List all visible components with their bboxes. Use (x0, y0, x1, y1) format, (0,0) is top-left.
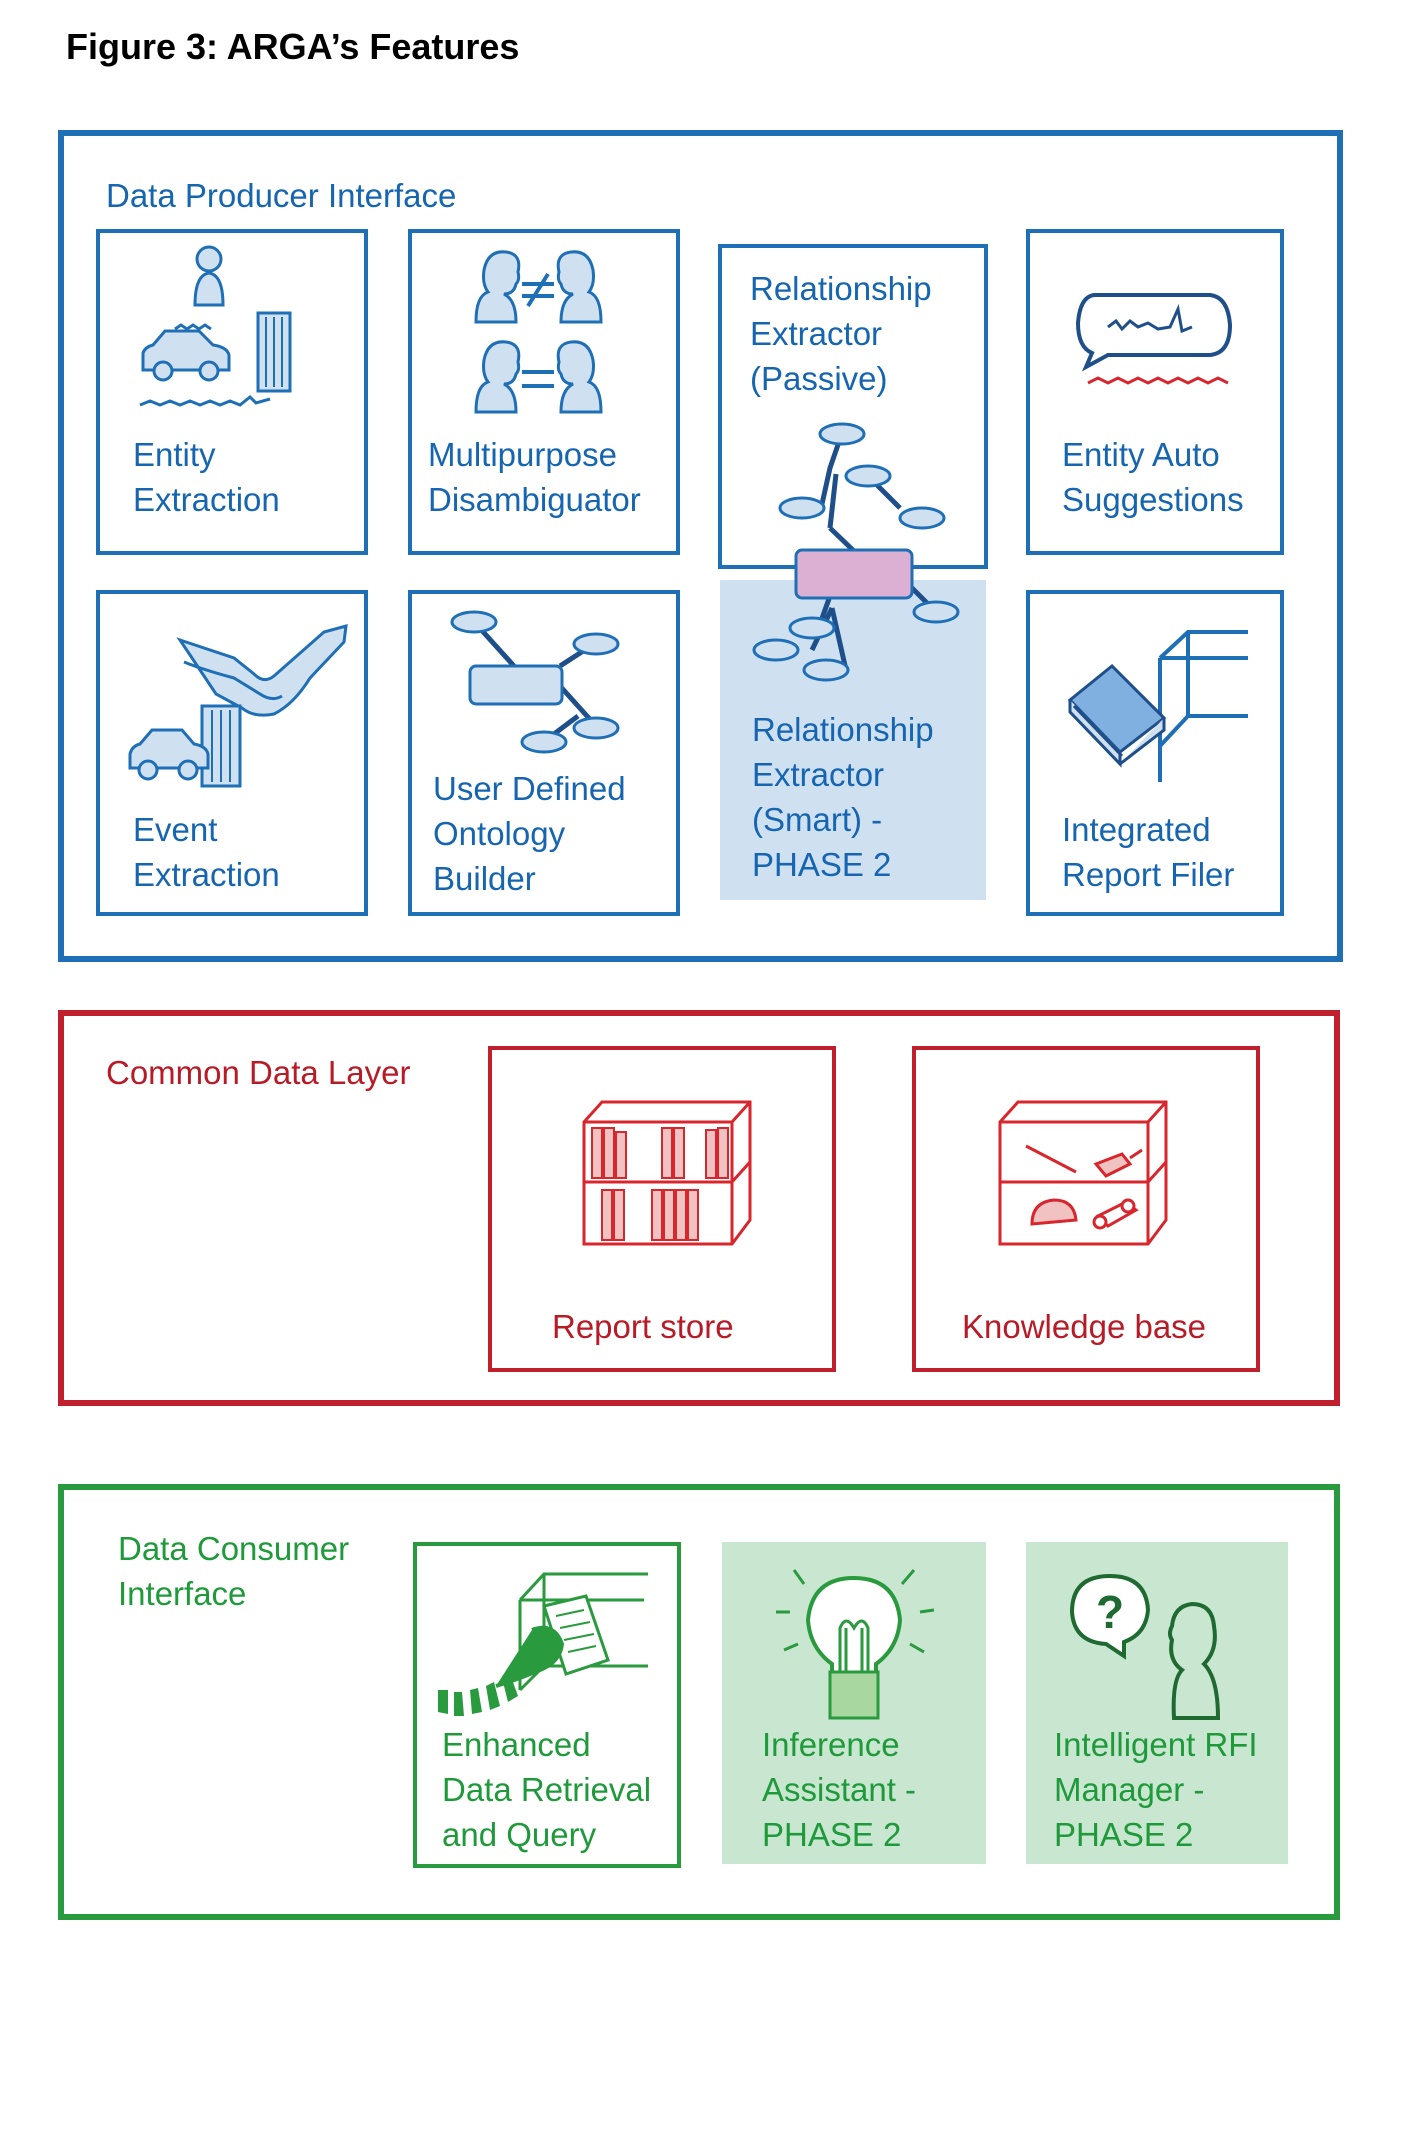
knowledge-base-label: Knowledge base (962, 1308, 1207, 1345)
disambiguator-box (408, 229, 680, 555)
common-panel-label: Common Data Layer (106, 1054, 411, 1091)
relationship-extractor-smart-label: Relationship Extractor (Smart) - PHASE 2 (752, 711, 934, 883)
producer-panel-label: Data Producer Interface (106, 177, 457, 214)
disambiguator-label: Multipurpose Disambiguator (428, 436, 641, 518)
consumer-panel (58, 1484, 1340, 1920)
bookshelf-icon (582, 1100, 752, 1246)
ontology-builder-label: User Defined Ontology Builder (433, 770, 626, 897)
entity-auto-suggestions-label: Entity Auto Suggestions (1062, 436, 1244, 518)
integrated-report-filer-box (1026, 590, 1284, 916)
intelligent-rfi-manager-box (1026, 1542, 1288, 1864)
common-panel (58, 1010, 1340, 1406)
producer-panel (58, 130, 1343, 962)
figure-title: Figure 3: ARGA’s Features (66, 26, 520, 67)
report-store-label: Report store (552, 1308, 734, 1345)
entity-auto-suggestions-box (1026, 229, 1284, 555)
relationship-extractor-smart-box (720, 580, 986, 900)
lightbulb-icon (776, 1569, 935, 1720)
handshake-car-building-icon (128, 623, 348, 788)
integrated-report-filer-label: Integrated Report Filer (1062, 811, 1235, 893)
retrieval-hand-icon (438, 1572, 648, 1716)
intelligent-rfi-manager-label: Intelligent RFI Manager - PHASE 2 (1054, 1726, 1258, 1853)
question-person-icon: ? (1069, 1573, 1221, 1720)
entity-extraction-box (96, 229, 368, 555)
event-extraction-label: Event Extraction (133, 811, 280, 893)
ontology-graph-icon (450, 610, 620, 754)
enhanced-data-retrieval-label: Enhanced Data Retrieval and Query (442, 1726, 652, 1853)
relationship-extractor-passive-label: Relationship Extractor (Passive) (750, 270, 932, 397)
disambiguation-faces-icon (474, 250, 603, 414)
book-shelf-icon (1067, 630, 1248, 782)
shelf-objects-icon (998, 1100, 1168, 1246)
entity-extraction-label: Entity Extraction (133, 436, 280, 518)
graph-network-icon (752, 422, 960, 682)
knowledge-base-box (912, 1046, 1260, 1372)
svg-text:?: ? (1096, 1586, 1124, 1638)
inference-assistant-label: Inference Assistant - PHASE 2 (762, 1726, 917, 1853)
speech-bubble-icon (1075, 293, 1233, 385)
person-car-building-icon (139, 245, 292, 407)
consumer-panel-label: Data Consumer Interface (118, 1530, 350, 1612)
